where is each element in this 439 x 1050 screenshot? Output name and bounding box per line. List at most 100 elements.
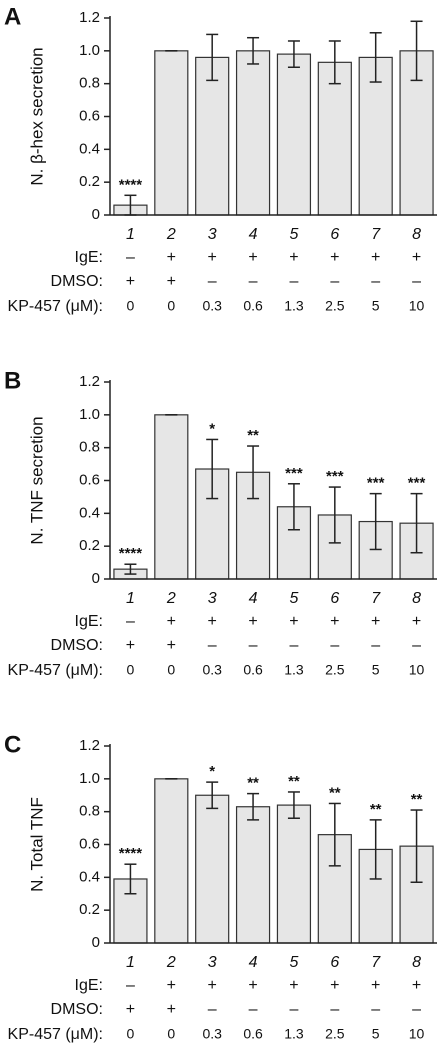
bar: [195, 794, 230, 944]
condition-value: 10: [409, 1026, 425, 1042]
condition-value: +: [330, 613, 339, 630]
condition-label: KP-457 (μM):: [8, 662, 103, 679]
condition-value: 2.5: [325, 1026, 345, 1042]
significance: ***: [367, 475, 385, 492]
significance: **: [411, 791, 423, 808]
y-tick-label: 0.2: [79, 173, 100, 190]
condition-value: –: [126, 977, 135, 994]
x-tick-label: 7: [371, 590, 381, 607]
condition-value: 5: [372, 298, 380, 314]
significance: **: [247, 775, 259, 792]
y-tick-label: 0.6: [79, 471, 100, 488]
y-tick-label: 1.0: [79, 770, 100, 787]
condition-value: –: [371, 273, 380, 290]
condition-value: +: [208, 977, 217, 994]
y-tick-label: 0: [92, 570, 100, 587]
x-tick-label: 4: [249, 226, 258, 243]
condition-value: +: [289, 249, 298, 266]
bar: [154, 414, 189, 580]
y-tick-label: 1.2: [79, 373, 100, 390]
y-tick-label: 1.0: [79, 42, 100, 59]
condition-value: –: [208, 273, 217, 290]
condition-value: 0: [167, 1026, 175, 1042]
condition-value: 0: [127, 298, 135, 314]
condition-value: –: [249, 1001, 258, 1018]
condition-value: 1.3: [284, 662, 304, 678]
condition-value: –: [289, 1001, 298, 1018]
bar: [235, 806, 271, 944]
x-tick-label: 5: [289, 226, 298, 243]
condition-value: 0.6: [243, 662, 263, 678]
condition-value: 2.5: [325, 298, 345, 314]
x-tick-label: 3: [208, 954, 217, 971]
y-tick-label: 0.8: [79, 75, 100, 92]
condition-value: 5: [372, 1026, 380, 1042]
y-tick-label: 0.4: [79, 504, 100, 521]
condition-value: +: [126, 273, 135, 290]
x-tick-label: 1: [126, 590, 135, 607]
x-tick-label: 6: [330, 954, 339, 971]
x-tick-label: 2: [166, 954, 176, 971]
condition-label: DMSO:: [51, 273, 103, 290]
condition-value: 0.6: [243, 1026, 263, 1042]
y-tick-label: 1.0: [79, 406, 100, 423]
x-tick-label: 7: [371, 954, 381, 971]
x-tick-label: 6: [330, 590, 339, 607]
panel-label: A: [4, 3, 21, 30]
bar: [154, 778, 189, 944]
y-tick-label: 0.4: [79, 868, 100, 885]
condition-value: –: [126, 613, 135, 630]
condition-value: –: [330, 273, 339, 290]
condition-value: +: [208, 249, 217, 266]
condition-value: 0.6: [243, 298, 263, 314]
significance: ****: [119, 176, 143, 193]
significance: ****: [119, 545, 143, 562]
significance: **: [247, 427, 259, 444]
condition-value: 10: [409, 298, 425, 314]
condition-value: –: [208, 1001, 217, 1018]
condition-value: 0: [167, 298, 175, 314]
condition-value: –: [289, 273, 298, 290]
condition-value: +: [126, 637, 135, 654]
condition-value: +: [167, 613, 176, 630]
x-tick-label: 2: [166, 226, 176, 243]
x-tick-label: 5: [289, 954, 298, 971]
x-tick-label: 4: [249, 590, 258, 607]
condition-value: +: [412, 977, 421, 994]
bar: [358, 56, 393, 216]
bar: [317, 61, 352, 216]
x-tick-label: 1: [126, 954, 135, 971]
significance: ****: [119, 845, 143, 862]
condition-label: KP-457 (μM):: [8, 298, 103, 315]
condition-value: +: [248, 613, 257, 630]
condition-value: –: [371, 1001, 380, 1018]
condition-value: +: [371, 249, 380, 266]
significance: *: [209, 420, 215, 437]
condition-label: IgE:: [75, 977, 103, 994]
condition-value: +: [412, 613, 421, 630]
y-tick-label: 0.2: [79, 537, 100, 554]
significance: *: [209, 763, 215, 780]
condition-value: +: [289, 977, 298, 994]
condition-label: DMSO:: [51, 1001, 103, 1018]
condition-value: –: [126, 249, 135, 266]
condition-label: KP-457 (μM):: [8, 1026, 103, 1043]
condition-label: IgE:: [75, 613, 103, 630]
x-tick-label: 2: [166, 590, 176, 607]
condition-value: 0: [127, 662, 135, 678]
bar: [399, 845, 434, 944]
condition-value: –: [289, 637, 298, 654]
condition-value: +: [289, 613, 298, 630]
x-tick-label: 5: [289, 590, 298, 607]
y-axis-label: N. TNF secretion: [27, 416, 46, 544]
condition-value: 0: [167, 662, 175, 678]
x-tick-label: 4: [249, 954, 258, 971]
condition-value: 1.3: [284, 298, 304, 314]
condition-value: –: [412, 273, 421, 290]
condition-value: +: [167, 249, 176, 266]
y-axis-label: N. β-hex secretion: [27, 47, 46, 185]
y-axis-label: N. Total TNF: [27, 797, 46, 892]
condition-value: +: [330, 977, 339, 994]
x-tick-label: 3: [208, 590, 217, 607]
condition-value: +: [330, 249, 339, 266]
